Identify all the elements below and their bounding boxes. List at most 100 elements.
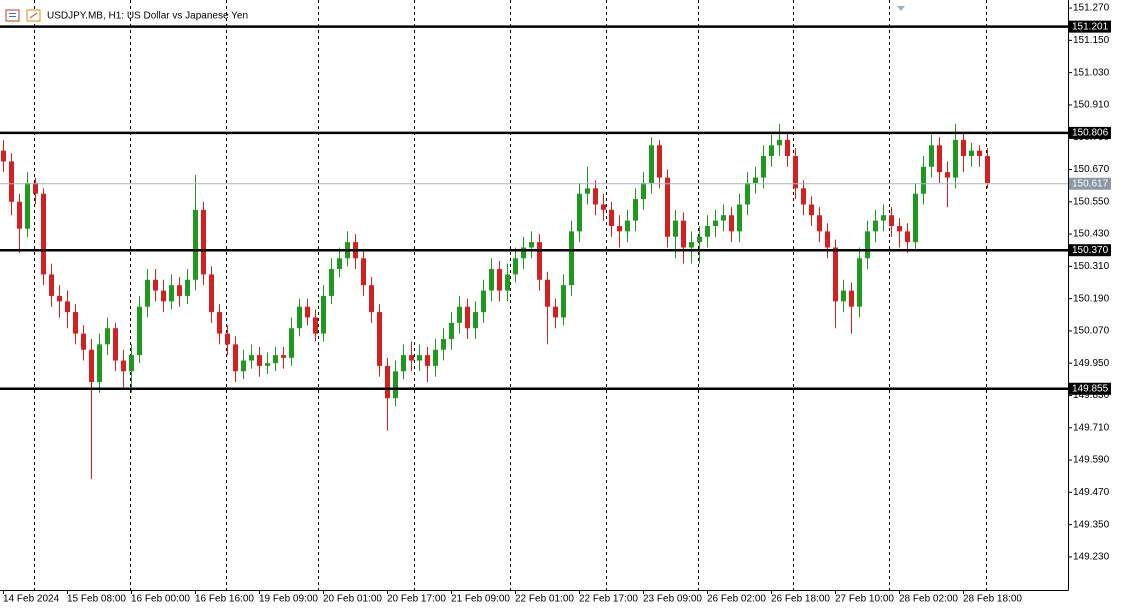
level-label: 150.806 bbox=[1072, 128, 1109, 139]
candle-body bbox=[553, 306, 558, 318]
candle-body bbox=[929, 145, 934, 167]
candle-body bbox=[185, 279, 190, 296]
candle-body bbox=[633, 199, 638, 221]
candle-body bbox=[401, 355, 406, 372]
candle-body bbox=[977, 150, 982, 157]
y-tick-label: 151.030 bbox=[1073, 67, 1110, 78]
level-label: 149.855 bbox=[1072, 383, 1109, 394]
candle-body bbox=[945, 172, 950, 178]
candle-body bbox=[9, 161, 14, 202]
candle-body bbox=[225, 333, 230, 345]
candle-body bbox=[65, 301, 70, 313]
candle-body bbox=[969, 150, 974, 157]
candle-body bbox=[953, 139, 958, 178]
level-box bbox=[1069, 244, 1111, 257]
candle-body bbox=[545, 279, 550, 307]
x-tick-label: 19 Feb 09:00 bbox=[259, 594, 318, 605]
level-box bbox=[1069, 126, 1111, 139]
candle-body bbox=[145, 279, 150, 307]
candle-body bbox=[897, 225, 902, 232]
candle-body bbox=[337, 258, 342, 270]
candle-body bbox=[369, 285, 374, 313]
candle-body bbox=[697, 236, 702, 243]
current-price-box bbox=[1069, 177, 1111, 190]
candle-body bbox=[497, 269, 502, 291]
candle-body bbox=[217, 312, 222, 334]
candle-body bbox=[489, 269, 494, 291]
candle-body bbox=[785, 139, 790, 157]
x-tick-label: 26 Feb 18:00 bbox=[771, 594, 830, 605]
candle-body bbox=[241, 360, 246, 372]
day-separators bbox=[34, 0, 987, 590]
candle-body bbox=[609, 209, 614, 226]
level-box bbox=[1069, 20, 1111, 33]
menu-icon[interactable] bbox=[5, 9, 20, 22]
candle-body bbox=[417, 355, 422, 361]
x-tick-label: 16 Feb 00:00 bbox=[131, 594, 190, 605]
candle-body bbox=[169, 285, 174, 302]
candle-body bbox=[521, 247, 526, 259]
x-tick-label: 15 Feb 08:00 bbox=[67, 594, 126, 605]
candle-body bbox=[657, 145, 662, 178]
candle-body bbox=[313, 317, 318, 334]
x-tick-label: 14 Feb 2024 bbox=[3, 594, 60, 605]
candle-body bbox=[289, 328, 294, 358]
candle-body bbox=[81, 333, 86, 350]
candle-body bbox=[425, 355, 430, 366]
candle-body bbox=[257, 355, 262, 366]
candle-body bbox=[913, 193, 918, 243]
candle-body bbox=[601, 204, 606, 210]
level-box bbox=[1069, 382, 1111, 395]
candle-body bbox=[985, 156, 990, 183]
candle-body bbox=[305, 306, 310, 318]
x-tick-label: 27 Feb 10:00 bbox=[835, 594, 894, 605]
candle-body bbox=[625, 220, 630, 232]
candle-body bbox=[473, 312, 478, 329]
candle-body bbox=[809, 204, 814, 216]
x-tick-label: 16 Feb 16:00 bbox=[195, 594, 254, 605]
candle-body bbox=[449, 322, 454, 339]
level-label: 151.201 bbox=[1072, 21, 1109, 32]
x-tick-label: 22 Feb 17:00 bbox=[579, 594, 638, 605]
x-tick-label: 20 Feb 01:00 bbox=[323, 594, 382, 605]
candle-body bbox=[361, 258, 366, 286]
candle-body bbox=[761, 156, 766, 178]
candle-body bbox=[617, 225, 622, 232]
x-tick-label: 20 Feb 17:00 bbox=[387, 594, 446, 605]
candle-body bbox=[201, 209, 206, 275]
candle-body bbox=[17, 201, 22, 229]
candle-body bbox=[577, 193, 582, 232]
x-tick-label: 22 Feb 01:00 bbox=[515, 594, 574, 605]
candle-body bbox=[409, 355, 414, 361]
y-tick-label: 151.150 bbox=[1073, 35, 1110, 46]
candle-body bbox=[849, 290, 854, 307]
candle-body bbox=[321, 295, 326, 334]
chart-title: USDJPY.MB, H1: US Dollar vs Japanese Yen bbox=[47, 11, 248, 22]
shift-marker[interactable] bbox=[897, 6, 905, 11]
candle-body bbox=[737, 204, 742, 232]
y-tick-label: 150.310 bbox=[1073, 261, 1110, 272]
candle-body bbox=[681, 220, 686, 248]
candle-body bbox=[137, 306, 142, 356]
candle-body bbox=[273, 355, 278, 364]
candle-body bbox=[593, 188, 598, 205]
candle-body bbox=[129, 355, 134, 372]
y-tick-label: 149.350 bbox=[1073, 519, 1110, 530]
candle-body bbox=[25, 182, 30, 229]
candle-body bbox=[481, 290, 486, 313]
candle-body bbox=[393, 371, 398, 399]
y-tick-label: 150.670 bbox=[1073, 164, 1110, 175]
candle-body bbox=[745, 182, 750, 205]
y-tick-label: 149.830 bbox=[1073, 390, 1110, 401]
candle-body bbox=[689, 242, 694, 248]
candle-body bbox=[585, 188, 590, 194]
candle-body bbox=[937, 145, 942, 173]
y-tick-label: 151.270 bbox=[1073, 3, 1110, 14]
candle-body bbox=[265, 363, 270, 366]
candle-body bbox=[857, 258, 862, 307]
y-tick-label: 149.590 bbox=[1073, 455, 1110, 466]
candle-body bbox=[161, 290, 166, 302]
candle-body bbox=[329, 269, 334, 296]
candle-body bbox=[729, 215, 734, 232]
